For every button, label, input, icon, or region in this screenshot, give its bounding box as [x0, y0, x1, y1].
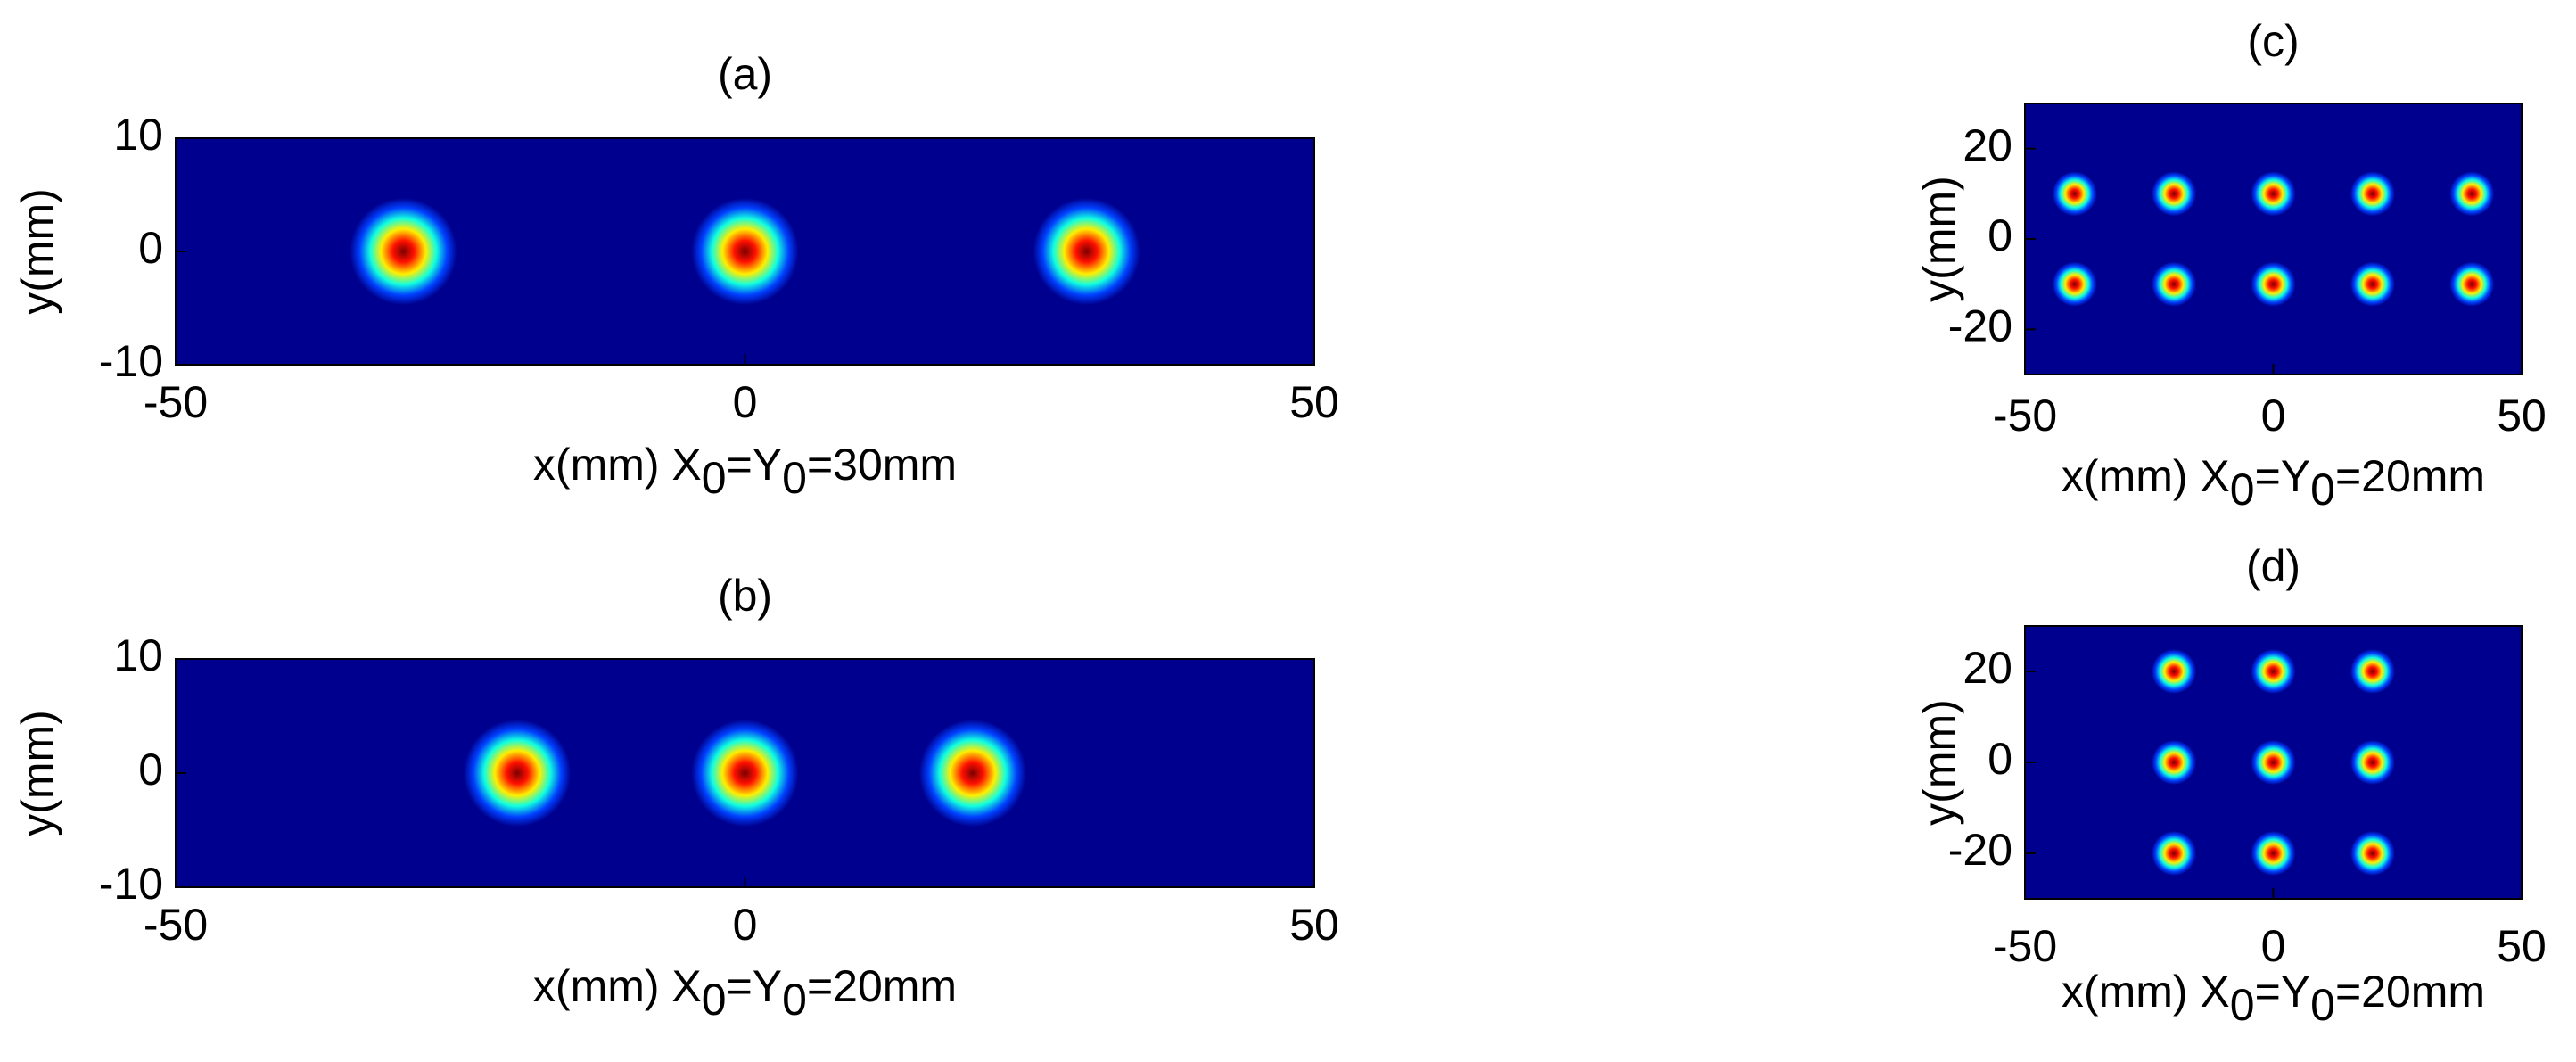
- x-tick-label: 50: [2497, 921, 2547, 971]
- x-tick-label: 0: [733, 900, 758, 950]
- y-axis-label: y(mm): [12, 188, 62, 315]
- x-tick-label: 50: [1289, 900, 1339, 950]
- y-tick-label: 20: [1963, 643, 2012, 693]
- y-tick-label: -10: [99, 336, 163, 386]
- plot-area: [2152, 649, 2395, 876]
- y-tick-label: 10: [113, 110, 163, 160]
- y-tick-label: 0: [1988, 210, 2012, 260]
- beam-spot: [2152, 649, 2197, 694]
- x-axis-label-part: 0: [702, 453, 727, 503]
- panel-title: (c): [2247, 16, 2299, 66]
- y-tick-label: -20: [1948, 825, 2012, 875]
- beam-spot: [350, 198, 457, 305]
- beam-spot: [2350, 261, 2395, 307]
- beam-spot: [2449, 171, 2495, 217]
- x-axis-label-part: 0: [2310, 980, 2335, 1030]
- x-axis-label-part: =20mm: [2335, 967, 2485, 1017]
- x-axis-label: x(mm) X0=Y0=20mm: [2062, 967, 2485, 1030]
- beam-spot: [2350, 740, 2395, 785]
- y-axis-label: y(mm): [1914, 176, 1964, 302]
- x-tick-label: -50: [1993, 391, 2057, 440]
- x-tick-label: 0: [733, 377, 758, 427]
- beam-spot: [2251, 649, 2296, 694]
- panel-title: (a): [718, 49, 772, 99]
- beam-spot: [2152, 831, 2197, 876]
- beam-spot: [2152, 171, 2197, 217]
- beam-spot: [1033, 198, 1140, 305]
- x-axis-label-part: 0: [702, 975, 727, 1025]
- x-axis-label-part: =Y: [2255, 451, 2311, 501]
- x-tick-label: 0: [2261, 391, 2286, 440]
- x-axis-label-part: x(mm) X: [2062, 967, 2230, 1017]
- x-tick-label: -50: [144, 377, 208, 427]
- y-tick-label: 10: [113, 630, 163, 680]
- x-axis-label-part: =Y: [2255, 967, 2311, 1017]
- x-axis-label-part: x(mm) X: [2062, 451, 2230, 501]
- plot-area: [464, 720, 1026, 827]
- x-axis-label-part: 0: [2230, 465, 2255, 515]
- y-tick-label: 0: [1988, 734, 2012, 784]
- beam-spot: [2152, 740, 2197, 785]
- beam-spot: [691, 198, 799, 305]
- x-axis-label-part: x(mm) X: [533, 440, 702, 490]
- x-axis-label-part: =30mm: [807, 440, 957, 490]
- x-tick-label: -50: [1993, 921, 2057, 971]
- beam-spot: [2350, 171, 2395, 217]
- plot-area: [2052, 171, 2495, 307]
- beam-spot: [2251, 261, 2296, 307]
- x-axis-label-part: =Y: [727, 440, 783, 490]
- y-tick-label: 0: [138, 223, 163, 273]
- y-axis-label: y(mm): [12, 710, 62, 836]
- y-axis-label: y(mm): [1914, 699, 1964, 826]
- panel-title: (d): [2246, 541, 2300, 591]
- beam-spot: [918, 720, 1026, 827]
- y-tick-label: -20: [1948, 301, 2012, 351]
- x-axis-label: x(mm) X0=Y0=20mm: [533, 961, 957, 1025]
- beam-spot: [2251, 831, 2296, 876]
- x-axis-label-part: =Y: [727, 961, 783, 1011]
- x-axis-label-part: 0: [2310, 465, 2335, 515]
- y-tick-label: 20: [1963, 120, 2012, 170]
- beam-spot: [2052, 171, 2097, 217]
- beam-spot: [2152, 261, 2197, 307]
- x-axis-label-part: =20mm: [807, 961, 957, 1011]
- x-axis-label-part: 0: [2230, 980, 2255, 1030]
- y-tick-label: 0: [138, 745, 163, 794]
- beam-spot: [464, 720, 572, 827]
- beam-spot: [2251, 740, 2296, 785]
- beam-spot: [2350, 649, 2395, 694]
- x-axis-label-part: 0: [782, 453, 807, 503]
- x-tick-label: 50: [1289, 377, 1339, 427]
- beam-spot: [2251, 171, 2296, 217]
- x-axis-label: x(mm) X0=Y0=20mm: [2062, 451, 2485, 515]
- y-tick-label: -10: [99, 859, 163, 909]
- beam-spot: [2052, 261, 2097, 307]
- x-axis-label-part: =20mm: [2335, 451, 2485, 501]
- beam-spot: [2449, 261, 2495, 307]
- x-tick-label: 0: [2261, 921, 2286, 971]
- x-axis-label-part: x(mm) X: [533, 961, 702, 1011]
- panel-title: (b): [718, 571, 772, 621]
- x-tick-label: -50: [144, 900, 208, 950]
- x-axis-label: x(mm) X0=Y0=30mm: [533, 440, 957, 503]
- plot-area: [350, 198, 1140, 305]
- x-tick-label: 50: [2497, 391, 2547, 440]
- beam-spot: [691, 720, 799, 827]
- x-axis-label-part: 0: [782, 975, 807, 1025]
- plot-background: [2025, 103, 2522, 375]
- beam-spot: [2350, 831, 2395, 876]
